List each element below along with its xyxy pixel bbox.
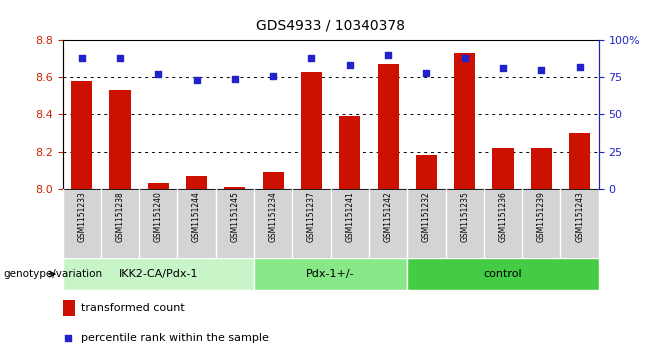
Text: percentile rank within the sample: percentile rank within the sample [82, 333, 269, 343]
Point [114, 55, 125, 61]
Bar [569, 133, 590, 189]
Bar [340, 116, 361, 189]
Text: GSM1151243: GSM1151243 [575, 191, 584, 242]
Bar [63, 258, 254, 290]
Bar [63, 300, 74, 316]
Bar [71, 81, 92, 189]
Point [76, 55, 87, 61]
Bar [148, 183, 169, 189]
Bar [186, 176, 207, 189]
Bar [531, 148, 552, 189]
Bar [416, 155, 437, 189]
Bar [454, 53, 475, 189]
Point [459, 55, 470, 61]
Bar [263, 172, 284, 189]
Bar [407, 258, 599, 290]
Point [268, 73, 278, 78]
Text: GSM1151233: GSM1151233 [77, 191, 86, 242]
Point [230, 76, 240, 82]
Point [191, 77, 202, 83]
Text: GSM1151244: GSM1151244 [192, 191, 201, 242]
Text: genotype/variation: genotype/variation [3, 269, 103, 279]
Text: GSM1151239: GSM1151239 [537, 191, 546, 242]
Bar [301, 72, 322, 189]
Text: GSM1151232: GSM1151232 [422, 191, 431, 242]
Text: IKK2-CA/Pdx-1: IKK2-CA/Pdx-1 [118, 269, 198, 279]
Bar [224, 187, 245, 189]
Text: GSM1151242: GSM1151242 [384, 191, 393, 242]
Text: Pdx-1+/-: Pdx-1+/- [307, 269, 355, 279]
Point [536, 67, 547, 73]
Text: GDS4933 / 10340378: GDS4933 / 10340378 [256, 18, 405, 32]
Text: GSM1151241: GSM1151241 [345, 191, 354, 242]
Bar [492, 148, 513, 189]
Bar [254, 258, 407, 290]
Point [306, 55, 316, 61]
Point [574, 64, 585, 70]
Bar [109, 90, 130, 189]
Point [421, 70, 432, 76]
Point [383, 52, 393, 58]
Text: GSM1151240: GSM1151240 [154, 191, 163, 242]
Text: GSM1151236: GSM1151236 [499, 191, 507, 242]
Bar [378, 64, 399, 189]
Point [345, 62, 355, 68]
Point [153, 71, 164, 77]
Text: control: control [484, 269, 522, 279]
Point [63, 335, 74, 340]
Text: GSM1151238: GSM1151238 [115, 191, 124, 242]
Point [497, 65, 508, 71]
Text: GSM1151235: GSM1151235 [460, 191, 469, 242]
Text: GSM1151245: GSM1151245 [230, 191, 240, 242]
Text: GSM1151234: GSM1151234 [268, 191, 278, 242]
Text: transformed count: transformed count [82, 303, 185, 313]
Text: GSM1151237: GSM1151237 [307, 191, 316, 242]
